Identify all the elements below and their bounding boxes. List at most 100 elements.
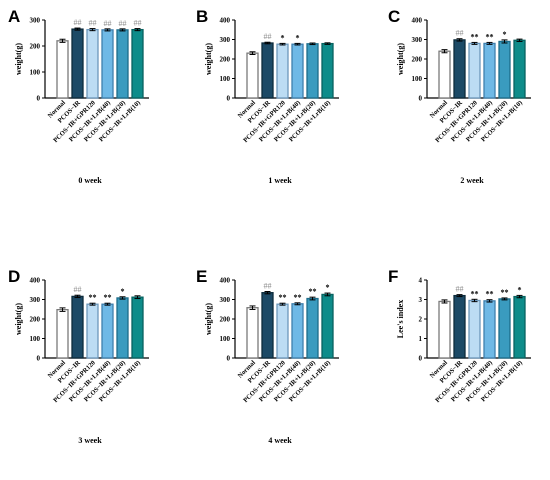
x-axis-title: 1 week <box>268 176 292 185</box>
bar <box>483 300 496 359</box>
bar <box>453 39 466 99</box>
y-tick-label: 300 <box>412 36 423 44</box>
panel-c: C0100200300400weight(g)Normal##PCOS−IR**… <box>388 7 531 185</box>
significance-mark: ## <box>264 282 272 291</box>
bar <box>483 42 496 99</box>
significance-mark: * <box>296 33 300 42</box>
bar <box>291 303 304 359</box>
bar <box>71 28 84 99</box>
panel-letter: E <box>196 267 207 286</box>
significance-mark: ## <box>264 32 272 41</box>
y-tick-label: 4 <box>419 277 423 285</box>
bar <box>438 50 451 99</box>
y-tick-label: 400 <box>412 17 423 25</box>
bar <box>131 28 144 99</box>
significance-mark: ## <box>134 19 142 28</box>
significance-mark: ## <box>119 19 127 28</box>
significance-mark: ** <box>471 32 479 41</box>
bar <box>131 296 144 359</box>
significance-mark: ## <box>89 19 97 28</box>
panel-letter: C <box>388 7 400 26</box>
bar <box>453 294 466 359</box>
y-tick-label: 300 <box>30 296 41 304</box>
panel-letter: B <box>196 7 208 26</box>
bar <box>261 42 274 99</box>
y-tick-label: 200 <box>412 56 423 64</box>
panel-b: B0100200300400weight(g)Normal##PCOS−IR*P… <box>196 7 339 185</box>
y-axis-title: weight(g) <box>396 43 405 75</box>
x-axis-title: 0 week <box>78 176 102 185</box>
y-tick-label: 200 <box>220 56 231 64</box>
y-tick-label: 1 <box>419 335 423 343</box>
significance-mark: * <box>518 285 522 294</box>
y-tick-label: 400 <box>220 277 231 285</box>
significance-mark: ** <box>104 293 112 302</box>
bar <box>276 303 289 359</box>
significance-mark: ** <box>486 290 494 299</box>
bar <box>246 307 259 359</box>
bar <box>498 40 511 99</box>
y-tick-label: 100 <box>30 69 41 77</box>
significance-mark: ## <box>456 29 464 38</box>
bar <box>513 39 526 99</box>
y-tick-label: 100 <box>220 335 231 343</box>
significance-mark: ** <box>471 289 479 298</box>
y-tick-label: 0 <box>227 95 231 103</box>
y-tick-label: 0 <box>227 355 231 363</box>
bar <box>468 299 481 359</box>
bar <box>116 29 129 99</box>
bar <box>291 43 304 99</box>
significance-mark: ## <box>74 18 82 27</box>
y-axis-title: weight(g) <box>204 303 213 335</box>
y-tick-label: 100 <box>30 335 41 343</box>
y-tick-label: 0 <box>419 95 423 103</box>
y-tick-label: 200 <box>30 43 41 51</box>
bar <box>321 42 334 99</box>
bar <box>276 43 289 99</box>
significance-mark: ** <box>294 293 302 302</box>
bar <box>438 300 451 359</box>
significance-mark: ** <box>486 32 494 41</box>
panel-a: A0100200300weight(g)Normal##PCOS−IR##PCO… <box>8 7 149 185</box>
bar <box>86 303 99 359</box>
y-tick-label: 200 <box>30 316 41 324</box>
bar <box>101 29 114 99</box>
significance-mark: ## <box>104 19 112 28</box>
y-tick-label: 100 <box>220 75 231 83</box>
significance-mark: ** <box>279 293 287 302</box>
bar <box>261 292 274 359</box>
bar <box>513 295 526 359</box>
x-axis-title: 3 week <box>78 436 102 445</box>
y-tick-label: 100 <box>412 75 423 83</box>
bar <box>56 40 69 99</box>
y-tick-label: 300 <box>30 17 41 25</box>
y-axis-title: weight(g) <box>14 43 23 75</box>
bar <box>306 43 319 99</box>
panel-d: D0100200300400weight(g)Normal##PCOS−IR**… <box>8 267 149 445</box>
y-tick-label: 0 <box>37 95 41 103</box>
bar <box>246 52 259 99</box>
bar <box>116 297 129 359</box>
bar <box>321 293 334 359</box>
y-tick-label: 400 <box>220 17 231 25</box>
bar <box>101 303 114 359</box>
significance-mark: ## <box>74 285 82 294</box>
x-axis-title: 2 week <box>460 176 484 185</box>
significance-mark: ** <box>501 288 509 297</box>
y-axis-title: weight(g) <box>204 43 213 75</box>
y-tick-label: 0 <box>419 355 423 363</box>
bar <box>56 308 69 359</box>
y-tick-label: 300 <box>220 36 231 44</box>
significance-mark: * <box>281 33 285 42</box>
significance-mark: ## <box>456 285 464 294</box>
bar <box>306 297 319 359</box>
bar <box>498 298 511 359</box>
significance-mark: * <box>121 287 125 296</box>
y-tick-label: 400 <box>30 277 41 285</box>
significance-mark: ** <box>309 287 317 296</box>
panel-e: E0100200300400weight(g)Normal##PCOS−IR**… <box>196 267 339 445</box>
y-tick-label: 300 <box>220 296 231 304</box>
x-axis-title: 4 week <box>268 436 292 445</box>
